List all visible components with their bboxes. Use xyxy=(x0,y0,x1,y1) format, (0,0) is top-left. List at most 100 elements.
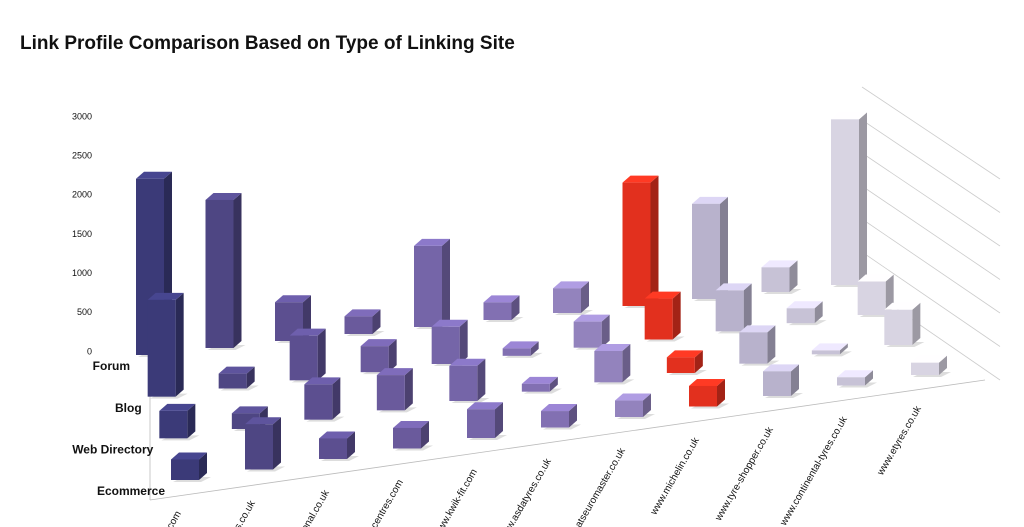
bar-side xyxy=(767,325,776,364)
bar xyxy=(884,309,913,345)
bar xyxy=(541,411,569,428)
bar-top xyxy=(594,344,631,351)
row-label: Web Directory xyxy=(72,443,153,457)
bar-side xyxy=(421,420,429,449)
bar xyxy=(715,290,744,332)
bar xyxy=(344,316,373,334)
bar-side xyxy=(273,417,281,470)
bar xyxy=(414,245,442,327)
bar-side xyxy=(317,328,326,381)
bar-top xyxy=(245,417,281,425)
bar-top xyxy=(136,171,172,179)
bar-side xyxy=(643,393,651,417)
bar xyxy=(159,410,188,439)
bar xyxy=(594,351,623,383)
grid-line xyxy=(861,86,1001,180)
bar-top xyxy=(275,295,311,303)
bar-top xyxy=(171,452,207,460)
bar xyxy=(911,362,939,375)
row-label: Blog xyxy=(115,401,142,415)
bar-side xyxy=(388,339,397,373)
chart-title: Link Profile Comparison Based on Type of… xyxy=(20,33,515,54)
bar-side xyxy=(939,355,947,375)
bar-top xyxy=(689,378,725,386)
bar-side xyxy=(372,309,381,334)
x-tick-label: www.michelin.co.uk xyxy=(648,435,702,518)
bar-side xyxy=(789,260,798,292)
bar-side xyxy=(581,281,589,313)
bar-top xyxy=(393,420,429,428)
x-tick-label: www.atseuromaster.co.uk xyxy=(561,445,628,527)
bar-side xyxy=(477,358,486,401)
bar-side xyxy=(791,364,799,396)
bar xyxy=(245,424,273,470)
x-tick-label: es.co.uk xyxy=(230,498,259,527)
bar xyxy=(786,308,815,324)
bar xyxy=(837,377,865,386)
bar-top xyxy=(231,406,268,414)
bar-side xyxy=(717,378,725,407)
bar-top xyxy=(304,377,341,385)
y-tick-label: 2000 xyxy=(72,190,92,200)
bar xyxy=(205,199,234,348)
grid-line xyxy=(861,218,1001,314)
x-tick-label: www.kwik-fit.com xyxy=(432,467,480,527)
bar xyxy=(360,346,389,373)
bar xyxy=(147,299,176,397)
x-tick-label: ional.co.uk xyxy=(298,487,332,527)
bar-top xyxy=(449,358,486,366)
bar-side xyxy=(865,370,873,386)
y-tick-label: 500 xyxy=(77,307,92,317)
x-tick-label: tocentres.com xyxy=(365,478,406,527)
bar-top xyxy=(502,341,539,349)
bar-side xyxy=(199,452,207,480)
bar-side xyxy=(720,196,728,299)
bar-top xyxy=(414,238,450,246)
bar-side xyxy=(912,302,921,345)
bar xyxy=(811,350,840,355)
bar xyxy=(761,267,790,292)
x-tick-label: www.asdatyres.co.uk xyxy=(497,456,554,527)
bar xyxy=(763,371,791,396)
bar-top xyxy=(857,274,894,282)
bar-side xyxy=(404,368,413,411)
x-tick-label: .com xyxy=(164,509,184,527)
bar-top xyxy=(786,301,823,309)
y-tick-label: 1000 xyxy=(72,268,92,278)
bar-top xyxy=(553,281,589,289)
bar-side xyxy=(601,314,610,348)
bar xyxy=(622,182,651,306)
bar xyxy=(431,326,460,364)
bar-side xyxy=(495,402,503,438)
bar-top xyxy=(615,393,651,401)
x-tick-label: www.continental-tyres.co.uk xyxy=(778,414,850,527)
bar xyxy=(171,459,199,480)
bar-top xyxy=(811,343,848,351)
bar xyxy=(615,400,643,417)
bar-top xyxy=(911,355,947,363)
bar-top xyxy=(666,350,703,358)
bar xyxy=(376,375,405,411)
bar-top xyxy=(739,325,776,333)
bar-top xyxy=(761,260,798,268)
bar-top xyxy=(319,431,355,439)
bar-top xyxy=(692,196,728,204)
bar xyxy=(521,383,550,392)
bar-side xyxy=(442,238,450,327)
bar-side xyxy=(859,112,867,285)
bar-top xyxy=(622,175,659,183)
grid-line xyxy=(861,152,1001,247)
x-tick-label: www.etyres.co.uk xyxy=(875,403,924,478)
bar xyxy=(449,365,478,401)
bar xyxy=(483,302,512,320)
bar-side xyxy=(694,350,703,373)
bar-top xyxy=(541,404,577,412)
bar-top xyxy=(431,319,468,327)
bar-side xyxy=(569,404,577,428)
bar-top xyxy=(573,314,610,322)
bar-top xyxy=(360,339,397,347)
bar-side xyxy=(622,344,631,383)
bar-side xyxy=(175,292,184,397)
bar-top xyxy=(344,309,381,317)
